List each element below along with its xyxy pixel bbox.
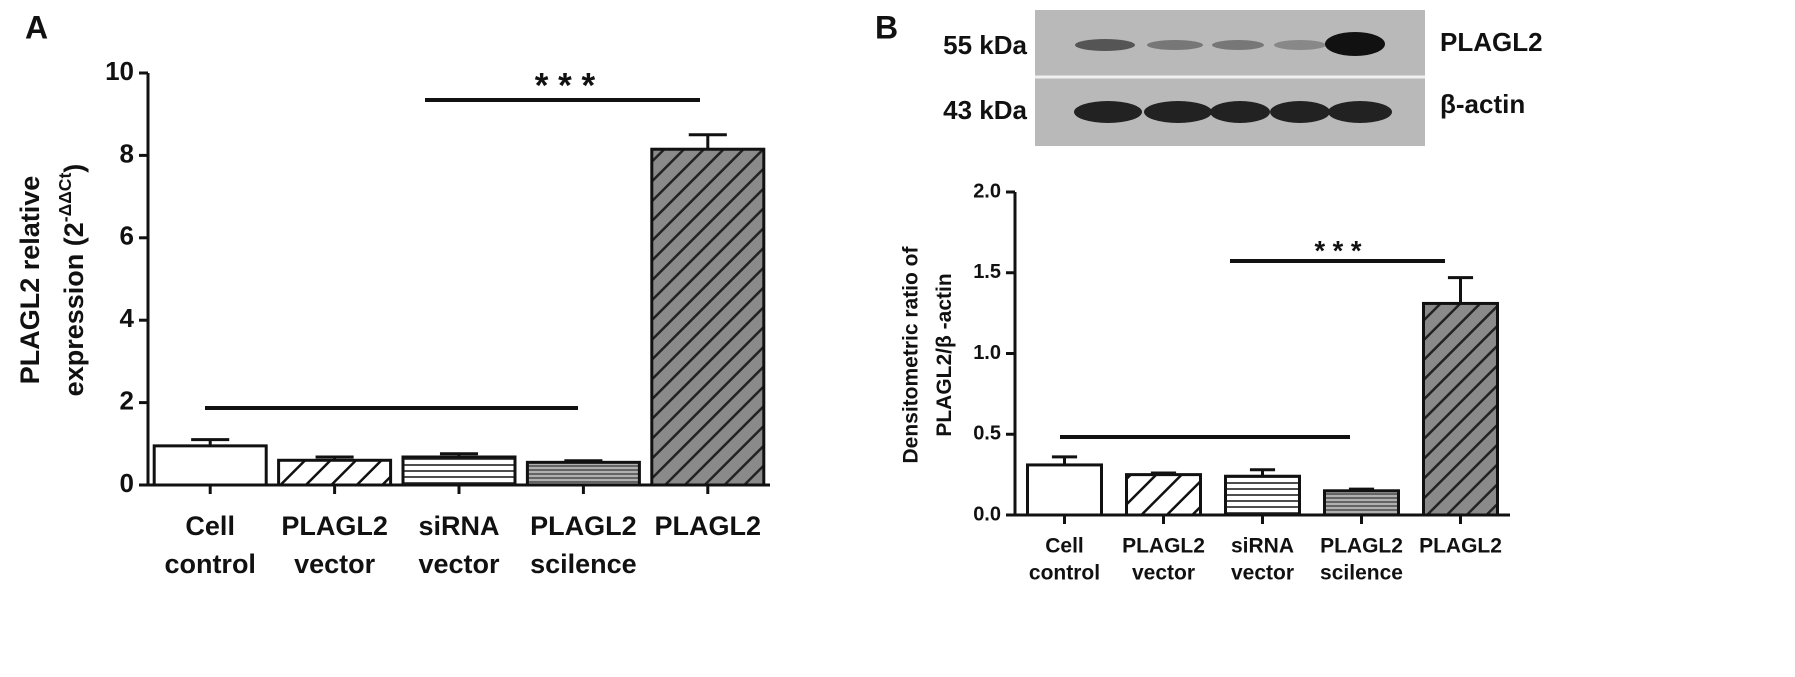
blot-label: β-actin (1440, 89, 1525, 119)
y-tick-label: 0.0 (973, 503, 1001, 525)
bar (1422, 301, 1499, 517)
significance-label: * * * (1314, 235, 1361, 266)
x-tick-label: scilence (1320, 562, 1403, 585)
bar (1125, 473, 1202, 517)
panel-label: A (25, 9, 48, 45)
panel-label: B (875, 9, 898, 45)
x-tick-label: PLAGL2 (281, 511, 388, 541)
y-axis-label-part: ) (59, 164, 89, 173)
x-tick-label: PLAGL2 (655, 511, 762, 541)
blot-marker: 43 kDa (943, 95, 1027, 125)
x-tick-label: scilence (530, 549, 637, 579)
x-tick-label: vector (1231, 562, 1294, 585)
significance-label: * * * (535, 66, 596, 105)
bar (1323, 489, 1400, 517)
y-axis-label-part: expression (2 (59, 222, 89, 396)
blot-label: PLAGL2 (1440, 27, 1543, 57)
bar (401, 455, 517, 487)
y-axis-label: PLAGL2 relative (15, 176, 45, 385)
x-tick-label: PLAGL2 (1320, 535, 1403, 558)
y-tick-label: 4 (120, 303, 135, 333)
x-tick-label: PLAGL2 (1122, 535, 1205, 558)
x-tick-label: control (164, 549, 256, 579)
y-tick-label: 1.5 (973, 261, 1001, 283)
x-tick-label: siRNA (418, 511, 499, 541)
x-tick-label: PLAGL2 (1419, 535, 1502, 558)
bar (650, 147, 766, 487)
bar (152, 444, 268, 487)
x-tick-label: Cell (1045, 535, 1084, 558)
y-tick-label: 10 (105, 56, 134, 86)
y-tick-label: 8 (120, 138, 134, 168)
x-tick-label: vector (1132, 562, 1195, 585)
bar (1026, 463, 1103, 517)
y-axis-label: PLAGL2/β -actin (933, 273, 956, 436)
y-tick-label: 1.0 (973, 342, 1001, 364)
y-tick-label: 2.0 (973, 180, 1001, 202)
bar (525, 460, 641, 487)
bar (277, 458, 393, 487)
y-axis-label-part: PLAGL2/β -actin (933, 273, 956, 436)
x-tick-label: siRNA (1231, 535, 1294, 558)
y-axis-label-superscript: -ΔΔCt (55, 173, 75, 223)
blot-marker: 55 kDa (943, 30, 1027, 60)
y-tick-label: 2 (120, 385, 134, 415)
y-tick-label: 6 (120, 221, 134, 251)
x-tick-label: vector (294, 549, 376, 579)
x-tick-label: Cell (185, 511, 235, 541)
x-tick-label: control (1029, 562, 1100, 585)
y-axis-label: expression (2-ΔΔCt) (55, 164, 89, 397)
bar (1224, 474, 1301, 517)
x-tick-label: vector (418, 549, 500, 579)
y-tick-label: 0 (120, 468, 134, 498)
x-tick-label: PLAGL2 (530, 511, 637, 541)
y-tick-label: 0.5 (973, 423, 1001, 445)
western-blot (1035, 10, 1425, 146)
y-axis-label: Densitometric ratio of (900, 245, 923, 463)
